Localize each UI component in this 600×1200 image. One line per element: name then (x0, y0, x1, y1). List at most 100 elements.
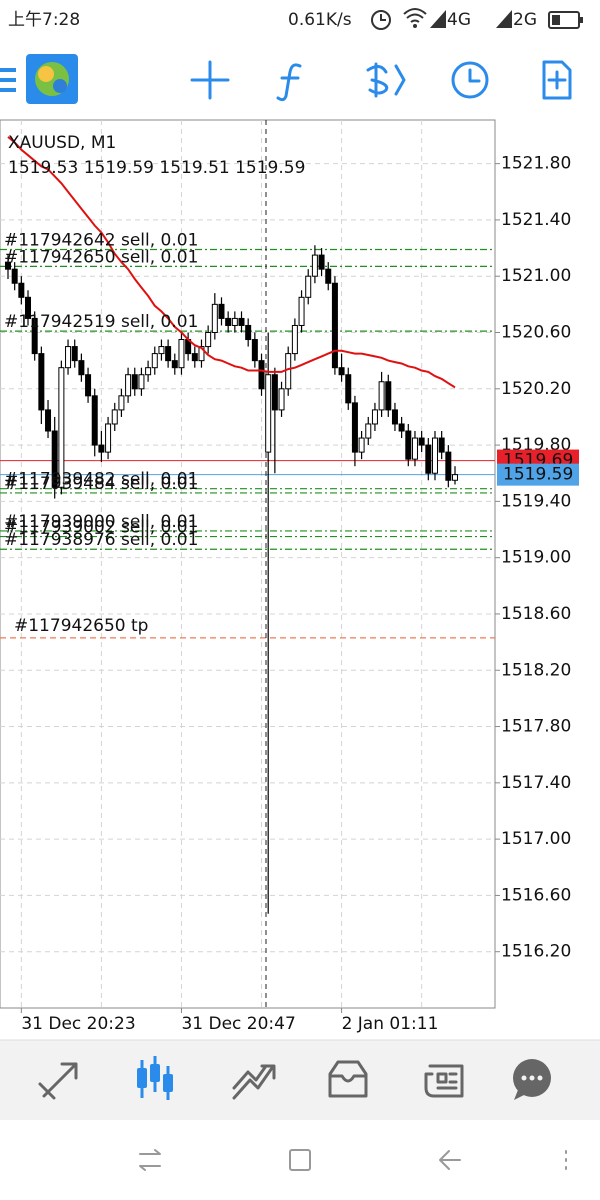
candle-body (205, 332, 212, 348)
candle-body (318, 254, 325, 270)
candle-body (111, 409, 118, 425)
bid-tag (497, 463, 579, 486)
candle-body (171, 360, 178, 369)
trade-tab[interactable] (232, 1064, 276, 1100)
y-tick-label: 1518.20 (501, 660, 571, 680)
status-time: 上午7:28 (8, 10, 80, 30)
candle-body (118, 395, 125, 411)
candle-body (165, 346, 172, 362)
candle-body (91, 395, 98, 446)
candle-body (191, 353, 198, 362)
y-tick-label: 1518.60 (501, 604, 571, 624)
order-label: #117939482 sell, 0.01 (4, 470, 198, 490)
history-tab[interactable] (328, 1060, 368, 1098)
candle-body (278, 388, 285, 411)
order-label: #117942519 sell, 0.01 (4, 312, 198, 332)
candle-body (38, 353, 45, 411)
bottom-nav (0, 1040, 600, 1120)
order-label: #117942642 sell, 0.01 (4, 230, 198, 250)
candle-body (238, 317, 245, 326)
logo-detail (53, 79, 67, 93)
candle-body (431, 437, 438, 474)
candle-body (311, 254, 318, 277)
candle-body (285, 353, 292, 390)
history-button[interactable] (451, 61, 489, 99)
chart-tab[interactable] (137, 1056, 173, 1100)
candle-body (445, 451, 452, 481)
candle-body (305, 275, 312, 298)
moving-average (7, 136, 456, 389)
battery-icon (548, 11, 580, 29)
candle-body (71, 346, 78, 362)
chat-dot (521, 1075, 527, 1081)
y-tick-label: 1521.40 (501, 210, 571, 230)
candle-body (211, 303, 218, 334)
candle-body (425, 444, 432, 474)
home-button[interactable] (289, 1149, 311, 1171)
wifi-dot (413, 24, 417, 28)
candle-body (105, 423, 112, 453)
candle-body (231, 317, 238, 326)
toolbar (0, 54, 572, 104)
quotes-tab[interactable] (38, 1062, 78, 1100)
candle-body (452, 474, 458, 481)
trade-button[interactable] (366, 62, 406, 98)
x-tick-label: 31 Dec 20:47 (181, 1014, 295, 1034)
y-tick-label: 1517.40 (501, 773, 571, 793)
chart-title: XAUUSD, M1 (8, 133, 116, 153)
candle-body (438, 437, 445, 453)
y-tick-label: 1520.60 (501, 323, 571, 343)
indicators-button[interactable] (276, 63, 302, 102)
y-tick-label: 1520.20 (501, 379, 571, 399)
chart-tab-icon (163, 1074, 173, 1092)
candle-body (331, 282, 338, 369)
candle-body (45, 409, 52, 432)
chat-dot (529, 1075, 535, 1081)
y-tick-label: 1521.80 (501, 154, 571, 174)
back-button[interactable] (439, 1150, 461, 1170)
y-tick-label: 1517.00 (501, 829, 571, 849)
candle-body (411, 437, 418, 460)
candle-body (298, 296, 305, 326)
order-label: #117939002 sell, 0.01 (4, 518, 198, 538)
crosshair-button[interactable] (190, 60, 230, 100)
candle-body (325, 268, 332, 284)
switch-button[interactable] (139, 1149, 161, 1171)
trade-lines (0, 248, 495, 639)
candle-body (398, 423, 405, 432)
candle-body (418, 437, 425, 446)
x-tick-label: 2 Jan 01:11 (342, 1014, 439, 1034)
order-label: #117938976 sell, 0.01 (4, 530, 198, 550)
chat-dot (537, 1075, 543, 1081)
candle-body (251, 339, 258, 362)
network-speed: 0.61K/s (288, 10, 352, 30)
news-tab[interactable] (424, 1064, 464, 1098)
order-label: #117939484 sell, 0.01 (4, 474, 198, 494)
candle-body (51, 430, 58, 488)
candle-body (351, 402, 358, 453)
logo-detail (38, 66, 54, 82)
network-type-2: 2G (513, 10, 537, 30)
y-tick-label: 1516.20 (501, 942, 571, 962)
chat-tab-tail (514, 1090, 526, 1100)
candle-body (178, 339, 185, 369)
plot-frame (0, 119, 496, 1009)
candle-body (265, 374, 272, 453)
candle-body (365, 423, 372, 439)
menu-button[interactable] (0, 68, 16, 92)
candle-body (5, 261, 11, 270)
order-label: #117942650 sell, 0.01 (4, 247, 198, 267)
candle-body (271, 374, 278, 411)
candle-body (358, 437, 365, 453)
new-order-button[interactable] (542, 60, 572, 100)
candle-body (198, 346, 205, 362)
y-tick-label: 1517.80 (501, 717, 571, 737)
battery-level (552, 15, 560, 25)
wifi-icon (403, 8, 427, 23)
candle-body (125, 374, 132, 397)
candle-body (11, 268, 18, 284)
status-bar: 上午7:28 0.61K/s 4G 2G (8, 8, 583, 30)
candle-body (25, 296, 32, 319)
